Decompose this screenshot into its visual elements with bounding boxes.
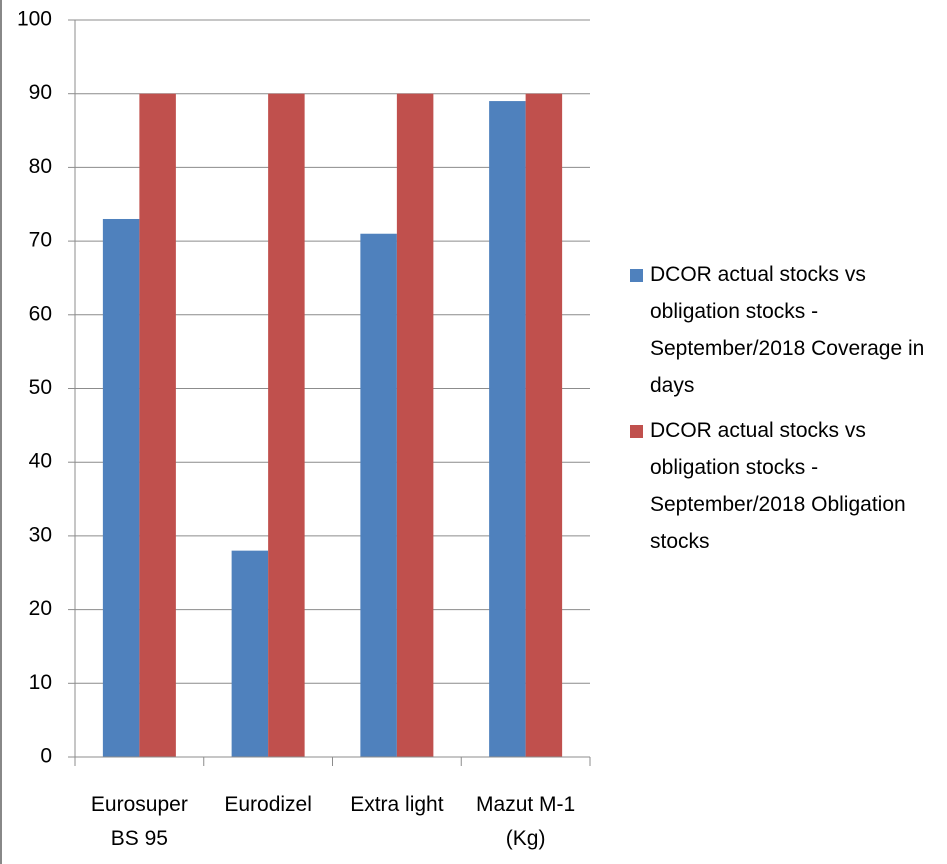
x-tick-label: Eurodizel (224, 793, 312, 816)
bar (396, 93, 434, 757)
bar (489, 101, 526, 757)
x-tick-label: Mazut M-1 (Kg) (476, 793, 576, 850)
y-tick-label: 70 (29, 229, 52, 252)
x-tick-label: Extra light (350, 793, 444, 816)
legend-label: DCOR actual stocks vs obligation stocks … (650, 419, 906, 553)
bar (360, 233, 397, 758)
y-tick-label: 50 (29, 376, 52, 399)
y-tick-label: 20 (29, 597, 52, 620)
bar (231, 550, 269, 757)
y-tick-label: 90 (29, 81, 52, 104)
legend-item: DCOR actual stocks vs obligation stocks … (630, 412, 930, 560)
bar (139, 93, 176, 757)
legend-swatch (630, 269, 643, 282)
bar (268, 93, 305, 757)
y-tick-label: 100 (17, 8, 52, 31)
y-tick-label: 30 (29, 523, 52, 546)
bar (102, 218, 140, 758)
legend-item: DCOR actual stocks vs obligation stocks … (630, 256, 930, 404)
x-tick-label: Eurosuper BS 95 (90, 793, 188, 850)
y-tick-label: 80 (29, 155, 52, 178)
legend: DCOR actual stocks vs obligation stocks … (630, 256, 930, 568)
y-tick-label: 0 (40, 745, 52, 768)
y-tick-label: 40 (29, 450, 52, 473)
bar (525, 93, 563, 757)
y-tick-label: 60 (29, 302, 52, 325)
legend-label: DCOR actual stocks vs obligation stocks … (650, 263, 925, 397)
y-tick-label: 10 (29, 671, 52, 694)
legend-swatch (630, 425, 643, 438)
